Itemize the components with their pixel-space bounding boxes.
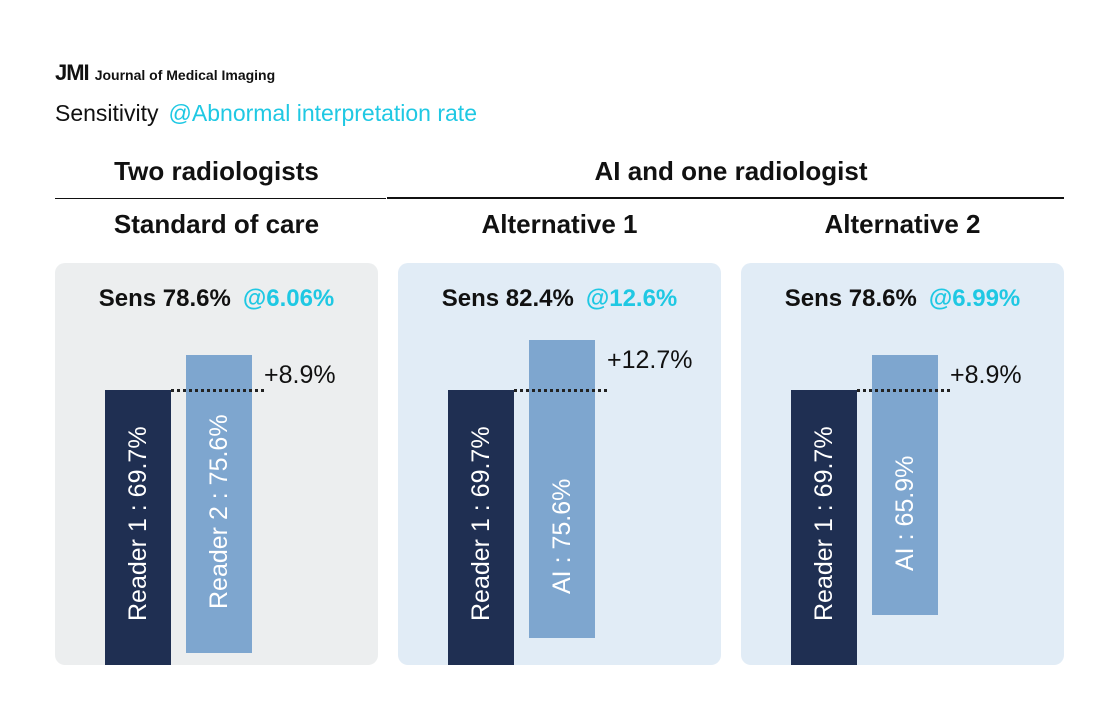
bar-label: Reader 1 : 69.7% (810, 426, 838, 621)
interpretation-rate-value: @6.99% (928, 285, 1021, 312)
panel-sensitivity-label: Sens 78.6% @6.06% (55, 285, 378, 313)
bar-label: Reader 1 : 69.7% (467, 426, 495, 621)
bar-reader-1: Reader 1 : 69.7% (105, 390, 171, 665)
bar-label: AI : 75.6% (548, 478, 576, 594)
interpretation-rate-value: @12.6% (585, 285, 678, 312)
journal-logo: JMI (55, 60, 90, 85)
bar-label: AI : 65.9% (891, 455, 919, 571)
journal-brand: JMI Journal of Medical Imaging (55, 60, 275, 86)
column-label-alternative-1: Alternative 1 (481, 209, 638, 239)
delta-label: +8.9% (264, 361, 336, 389)
reference-line (171, 389, 264, 392)
delta-label: +8.9% (950, 361, 1022, 389)
reference-line (857, 389, 950, 392)
journal-name: Journal of Medical Imaging (94, 67, 276, 83)
sens-value: Sens 78.6% (98, 285, 231, 312)
rate-label: @Abnormal interpretation rate (168, 100, 477, 126)
panel-sensitivity-label: Sens 78.6% @6.99% (741, 285, 1064, 313)
column-label-alternative-2: Alternative 2 (824, 209, 981, 239)
sens-value: Sens 82.4% (441, 285, 574, 312)
bar-second-reader: AI : 75.6% (529, 340, 595, 638)
bar-reader-1: Reader 1 : 69.7% (448, 390, 514, 665)
chart-subtitle: Sensitivity @Abnormal interpretation rate (55, 100, 477, 127)
sens-value: Sens 78.6% (784, 285, 917, 312)
metric-label: Sensitivity (55, 100, 159, 126)
panel-3: Sens 78.6% @6.99% Reader 1 : 69.7% AI : 65.… (741, 263, 1064, 665)
group-rule-left (55, 198, 386, 199)
panel-1: Sens 78.6% @6.06% Reader 1 : 69.7% Reader 2… (55, 263, 378, 665)
group-label-two-radiologists: Two radiologists (114, 156, 319, 186)
bar-label: Reader 2 : 75.6% (205, 414, 233, 609)
column-label-standard-of-care: Standard of care (113, 209, 320, 239)
reference-line (514, 389, 607, 392)
group-rule-right (387, 197, 1064, 199)
panel-2: Sens 82.4% @12.6% Reader 1 : 69.7% AI : 75.… (398, 263, 721, 665)
group-label-ai-one-radiologist: AI and one radiologist (594, 156, 868, 186)
bar-label: Reader 1 : 69.7% (124, 426, 152, 621)
bar-second-reader: AI : 65.9% (872, 355, 938, 615)
delta-label: +12.7% (607, 346, 693, 374)
bar-second-reader: Reader 2 : 75.6% (186, 355, 252, 653)
interpretation-rate-value: @6.06% (242, 285, 335, 312)
panel-sensitivity-label: Sens 82.4% @12.6% (398, 285, 721, 313)
bar-reader-1: Reader 1 : 69.7% (791, 390, 857, 665)
